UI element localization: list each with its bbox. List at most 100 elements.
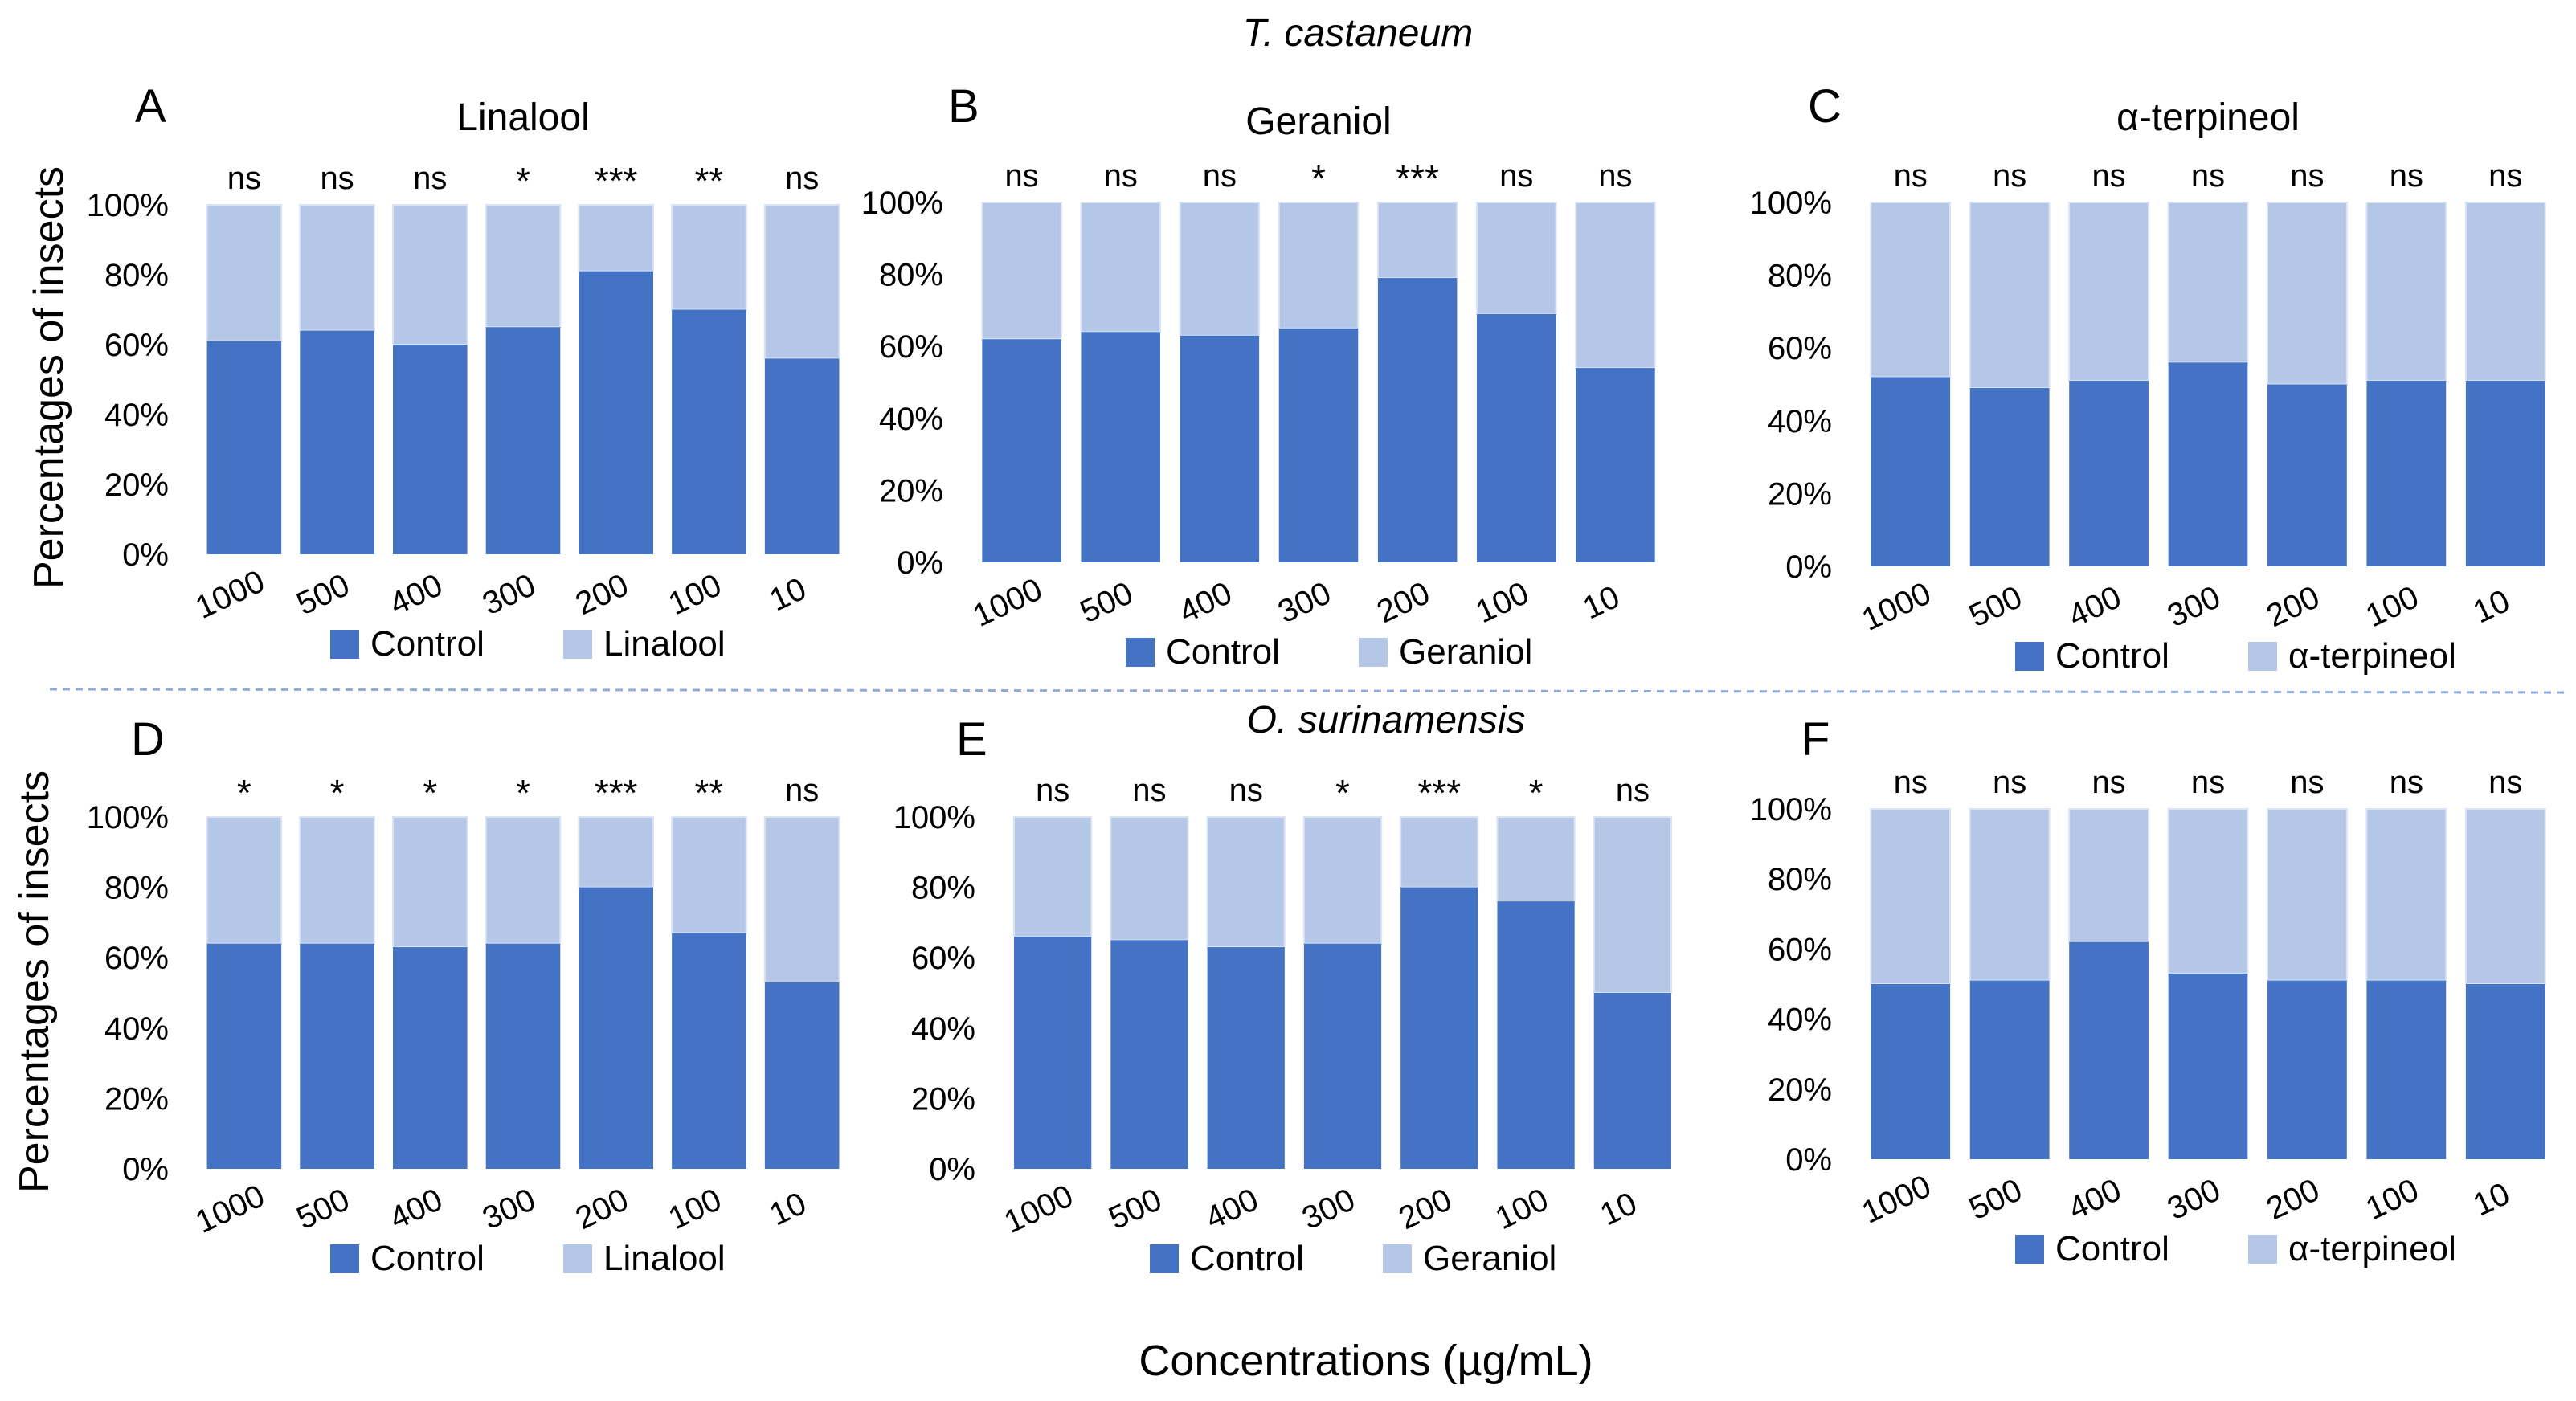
x-tick-label: 500	[292, 567, 355, 622]
x-tick-label: 1000	[1857, 1168, 1936, 1230]
significance-label: ***	[1396, 157, 1439, 199]
significance-label: **	[695, 160, 724, 202]
y-tick-label: 100%	[1750, 186, 1832, 221]
bar-geraniol	[1278, 202, 1360, 329]
y-tick-label: 60%	[104, 328, 169, 363]
bar-linalool	[299, 204, 375, 332]
significance-label: ***	[595, 160, 638, 202]
bar-control	[1497, 901, 1575, 1169]
y-axis-label-top: Percentages of insects	[26, 166, 72, 589]
bar-control	[2168, 362, 2248, 566]
legend-label: α-terpineol	[2288, 636, 2456, 676]
legend-swatch-treatment	[563, 630, 592, 659]
y-tick-label: 0%	[1785, 549, 1832, 585]
significance-label: ns	[1132, 773, 1166, 808]
bar--terpineol	[2167, 202, 2249, 364]
x-tick-label: 500	[292, 1182, 355, 1236]
bar-control	[2465, 984, 2545, 1159]
significance-label: *	[1335, 772, 1350, 814]
bar-geraniol	[1575, 202, 1656, 370]
panel-title: α-terpineol	[2116, 96, 2300, 139]
x-tick-label: 500	[1964, 1172, 2027, 1227]
bar-geraniol	[1376, 202, 1458, 280]
x-tick-label: 200	[570, 1182, 634, 1236]
y-tick-label: 100%	[87, 800, 169, 835]
significance-label: **	[695, 772, 724, 814]
significance-label: ns	[1004, 158, 1038, 194]
y-tick-label: 20%	[104, 468, 169, 503]
y-tick-label: 40%	[1768, 404, 1832, 439]
x-tick-label: 400	[1174, 575, 1237, 630]
bar-control	[485, 943, 561, 1169]
significance-label: *	[1529, 772, 1544, 814]
panels: A Linalool0%20%40%60%80%100%ns1000ns500ns…	[87, 80, 2546, 1278]
bar-control	[764, 982, 840, 1169]
significance-label: ns	[2488, 765, 2522, 800]
x-tick-label: 100	[2361, 579, 2424, 634]
x-tick-label: 1000	[190, 1178, 270, 1240]
y-tick-label: 0%	[897, 545, 943, 581]
bar--terpineol	[2068, 808, 2149, 943]
bar--terpineol	[2068, 202, 2149, 382]
y-tick-label: 20%	[1768, 476, 1832, 512]
bar-control	[300, 943, 374, 1169]
significance-label: ns	[2390, 765, 2423, 800]
panel-b: B Geraniol 0% 20% 40% 60% 80% 100% ns 1000 ns 500 ns…	[861, 80, 1656, 672]
significance-label: ns	[2091, 765, 2125, 800]
bar-control	[2366, 380, 2447, 566]
bar-control	[1180, 335, 1260, 562]
x-axis-label: Concentrations (µg/mL)	[1139, 1337, 1593, 1385]
x-tick-label: 10	[1577, 579, 1625, 627]
x-tick-label: 400	[1200, 1182, 1264, 1236]
panel-a: A Linalool 0% 20% 40% 60% 80% 100% ns 1000 ns 500 ns…	[87, 80, 840, 664]
y-tick-label: 80%	[104, 258, 169, 293]
bar-control	[393, 345, 468, 554]
bar-geraniol	[1013, 816, 1093, 937]
y-tick-label: 20%	[1768, 1072, 1832, 1108]
significance-label: *	[516, 772, 530, 814]
panel-letter: D	[131, 713, 165, 766]
bar-geraniol	[1593, 816, 1672, 994]
legend-label: Control	[1190, 1239, 1304, 1278]
x-tick-label: 200	[2261, 579, 2325, 634]
bar-control	[2069, 380, 2149, 566]
bar-control	[1377, 278, 1458, 562]
bar-linalool	[392, 204, 468, 345]
y-tick-label: 80%	[911, 871, 975, 906]
y-tick-label: 20%	[879, 473, 943, 509]
bar--terpineol	[2267, 202, 2348, 386]
bar-control	[982, 339, 1061, 562]
y-tick-label: 100%	[87, 188, 169, 223]
y-tick-label: 60%	[104, 941, 169, 976]
bar-control	[485, 327, 561, 554]
significance-label: ns	[2390, 158, 2423, 194]
x-tick-label: 400	[384, 567, 448, 622]
legend-swatch-treatment	[1359, 638, 1388, 667]
legend-label: Linalool	[603, 624, 726, 664]
x-tick-label: 300	[1273, 575, 1336, 630]
x-tick-label: 500	[1964, 579, 2027, 634]
legend-swatch-control	[2015, 1235, 2044, 1264]
bar-linalool	[578, 204, 655, 272]
significance-label: ns	[413, 161, 447, 196]
y-tick-label: 60%	[879, 329, 943, 365]
bar--terpineol	[1870, 202, 1952, 378]
x-tick-label: 10	[1595, 1186, 1642, 1233]
bar-control	[1081, 332, 1160, 562]
legend-label: Control	[1166, 632, 1280, 672]
bar--terpineol	[2365, 202, 2447, 382]
y-tick-label: 0%	[1785, 1142, 1832, 1178]
y-tick-label: 60%	[911, 941, 975, 976]
significance-label: ns	[1993, 158, 2026, 194]
y-tick-label: 80%	[1768, 862, 1832, 897]
bar-control	[1303, 943, 1382, 1169]
significance-label: ns	[320, 161, 354, 196]
bar-control	[1400, 887, 1478, 1169]
x-tick-label: 10	[764, 571, 812, 619]
x-tick-label: 10	[2468, 1176, 2515, 1223]
x-tick-label: 200	[2261, 1172, 2325, 1227]
x-tick-label: 300	[1297, 1182, 1360, 1236]
y-tick-label: 80%	[1768, 259, 1832, 294]
y-tick-label: 40%	[1768, 1003, 1832, 1038]
legend-label: Control	[370, 1239, 485, 1278]
